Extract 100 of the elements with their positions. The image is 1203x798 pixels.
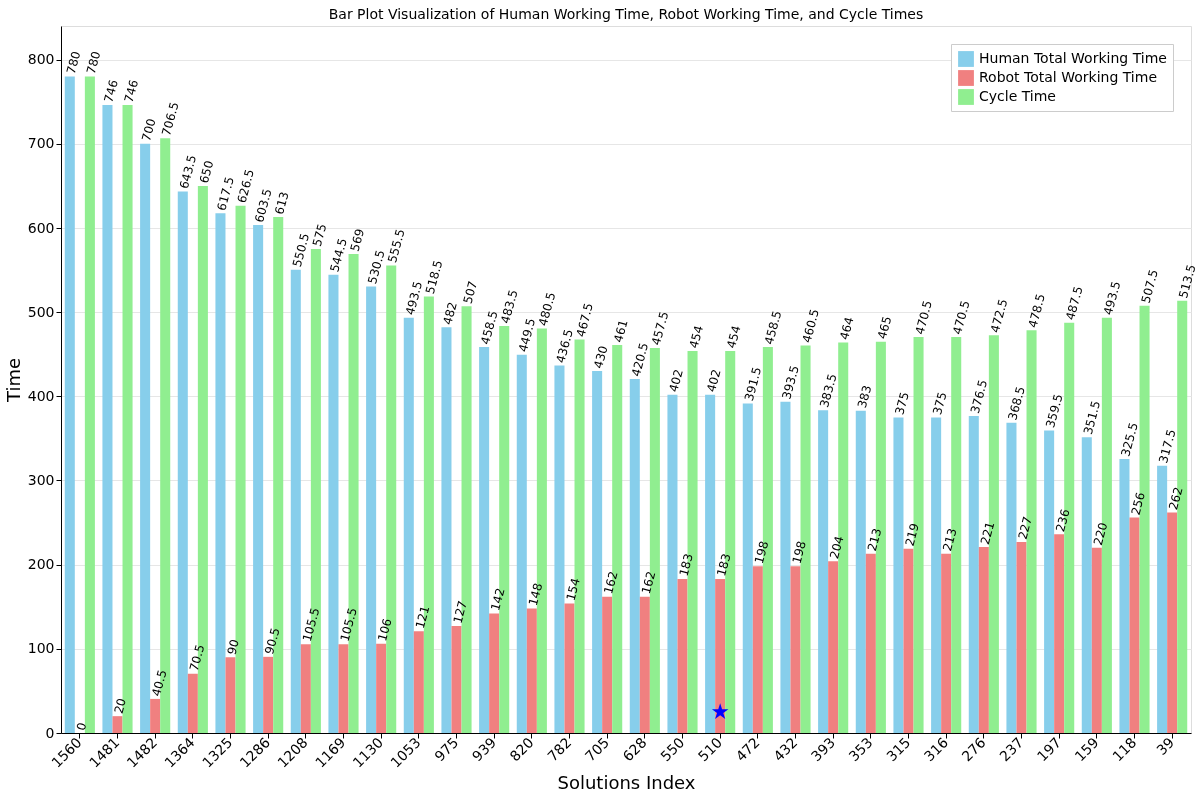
data-label: 391.5 bbox=[741, 365, 765, 403]
data-label: 142 bbox=[488, 586, 508, 613]
data-label: 569 bbox=[347, 227, 368, 254]
x-tick-label: 939 bbox=[468, 734, 500, 765]
data-label: 383.5 bbox=[817, 372, 840, 410]
data-label: 213 bbox=[864, 526, 885, 553]
bar bbox=[554, 365, 565, 733]
data-label: 227 bbox=[1015, 515, 1035, 541]
bar bbox=[1054, 534, 1065, 733]
bar bbox=[102, 105, 113, 733]
data-label: 198 bbox=[789, 539, 809, 566]
y-tick-label: 0 bbox=[45, 724, 55, 741]
bar bbox=[215, 213, 226, 733]
data-label: 470.5 bbox=[912, 299, 935, 336]
y-tick-label: 600 bbox=[27, 219, 55, 236]
y-tick-label: 800 bbox=[27, 51, 55, 68]
bar bbox=[903, 548, 914, 733]
bar bbox=[64, 76, 75, 733]
x-tick-label: 975 bbox=[431, 734, 462, 765]
data-label: 121 bbox=[412, 604, 433, 631]
data-label: 460.5 bbox=[799, 307, 822, 345]
bar bbox=[1157, 465, 1168, 733]
data-label: 105.5 bbox=[337, 606, 360, 644]
bar bbox=[931, 417, 942, 733]
data-label: 461 bbox=[611, 318, 631, 344]
bar bbox=[855, 410, 866, 733]
data-label: 220 bbox=[1090, 521, 1111, 547]
bar bbox=[403, 317, 414, 733]
bar bbox=[150, 698, 161, 733]
data-label: 148 bbox=[525, 581, 546, 608]
data-label: 375 bbox=[892, 390, 912, 417]
legend-label: Cycle Time bbox=[979, 88, 1056, 104]
data-label: 464 bbox=[837, 315, 857, 342]
bar bbox=[790, 566, 801, 733]
bar bbox=[413, 631, 424, 733]
x-tick-label: 393 bbox=[807, 734, 839, 765]
data-label: 458.5 bbox=[478, 309, 501, 347]
data-label: 402 bbox=[666, 367, 686, 394]
x-tick-label: 510 bbox=[694, 734, 726, 765]
x-axis-title: Solutions Index bbox=[557, 771, 696, 793]
data-label: 393.5 bbox=[779, 363, 802, 401]
bar bbox=[253, 225, 264, 733]
bar bbox=[187, 673, 198, 733]
chart-title: Bar Plot Visualization of Human Working Time, Robot Working Time, and Cycle Times bbox=[328, 6, 924, 22]
bar bbox=[1129, 517, 1140, 733]
data-label: 467.5 bbox=[573, 301, 596, 339]
legend-label: Robot Total Working Time bbox=[979, 69, 1158, 85]
y-axis-title: Time bbox=[2, 357, 24, 404]
x-tick-label: 782 bbox=[544, 734, 575, 765]
bar bbox=[366, 286, 377, 733]
bar bbox=[328, 274, 339, 733]
data-label: 530.5 bbox=[365, 248, 388, 286]
data-label: 436.5 bbox=[553, 327, 576, 365]
x-tick-label: 472 bbox=[732, 734, 763, 765]
x-tick-label: 628 bbox=[619, 734, 650, 765]
y-tick-label: 300 bbox=[27, 472, 55, 488]
bar bbox=[742, 403, 753, 733]
bar bbox=[526, 608, 537, 733]
bar bbox=[639, 596, 650, 733]
data-label: 700 bbox=[139, 117, 159, 143]
data-label: 198 bbox=[751, 539, 772, 566]
bar bbox=[263, 656, 274, 733]
x-tick-label: 820 bbox=[506, 734, 537, 765]
bar bbox=[715, 578, 726, 733]
data-label: 262 bbox=[1166, 485, 1186, 512]
data-label: 40.5 bbox=[149, 668, 170, 698]
data-label: 359.5 bbox=[1043, 392, 1066, 430]
y-tick-label: 200 bbox=[27, 556, 55, 573]
data-label: 487.5 bbox=[1063, 284, 1086, 322]
y-tick-label: 400 bbox=[27, 387, 55, 404]
x-tick-label: 550 bbox=[657, 734, 688, 765]
bar bbox=[1081, 437, 1092, 733]
data-label: 105.5 bbox=[299, 606, 323, 644]
data-label: 106 bbox=[375, 616, 395, 643]
bar bbox=[290, 269, 301, 733]
data-label: 746 bbox=[101, 78, 121, 105]
data-label: 204 bbox=[827, 534, 847, 561]
data-label: 127 bbox=[450, 599, 470, 626]
data-label: 513.5 bbox=[1176, 262, 1199, 300]
x-tick-label: 118 bbox=[1109, 734, 1140, 765]
data-label: 458.5 bbox=[761, 309, 785, 347]
data-label: 70.5 bbox=[186, 643, 208, 673]
data-label: 376.5 bbox=[967, 378, 991, 416]
bar bbox=[338, 644, 349, 733]
data-label: 162 bbox=[601, 569, 621, 596]
bar bbox=[941, 553, 952, 733]
data-label: 472.5 bbox=[987, 297, 1011, 335]
data-label: 325.5 bbox=[1118, 421, 1141, 458]
data-label: 219 bbox=[902, 521, 922, 548]
data-label: 183 bbox=[714, 552, 734, 578]
bar bbox=[177, 191, 188, 733]
data-label: 402 bbox=[704, 367, 724, 394]
data-label: 493.5 bbox=[1100, 279, 1124, 317]
bar bbox=[705, 394, 716, 733]
data-label: 213 bbox=[940, 526, 960, 553]
bar bbox=[140, 143, 151, 733]
data-label: 154 bbox=[563, 576, 583, 603]
bar bbox=[893, 417, 904, 733]
data-label: 454 bbox=[686, 324, 707, 350]
bar bbox=[602, 596, 613, 733]
